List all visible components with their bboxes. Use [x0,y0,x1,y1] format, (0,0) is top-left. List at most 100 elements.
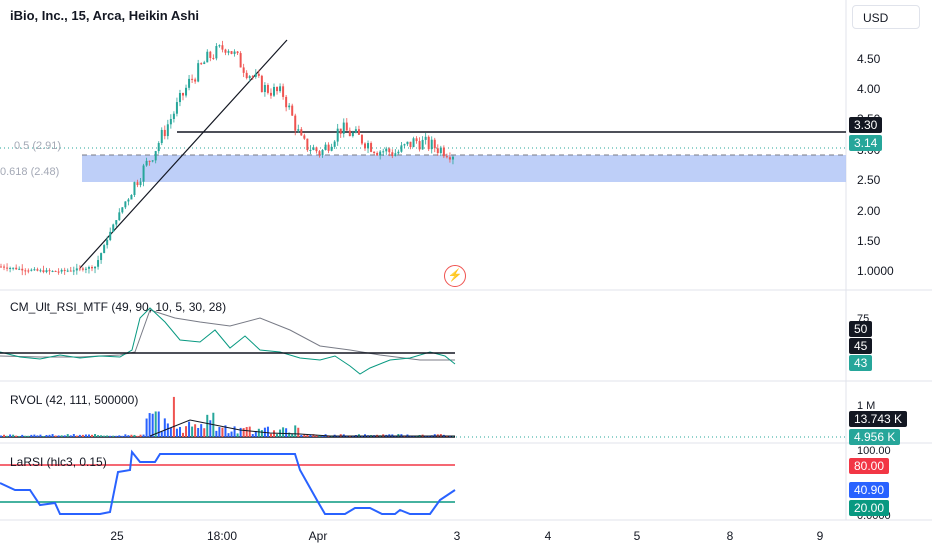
candle-body [391,152,394,156]
rvol-bar [12,434,15,437]
rvol-bar [236,433,239,437]
candle-body [172,113,175,119]
candle-body [160,129,163,144]
candle-body [15,267,18,270]
rvol-avg-line [149,419,455,437]
candle-body [266,85,269,93]
candle-body [124,201,127,208]
candle-body [54,270,57,272]
rvol-bar [230,431,233,437]
larsi-axis-label: 100.00 [857,445,891,457]
candle-body [251,76,254,78]
candle-body [30,269,33,271]
candle-body [379,151,382,156]
lightning-icon[interactable]: ⚡ [444,265,466,287]
candle-body [357,129,360,135]
price-axis-label: 1.50 [857,234,881,248]
price-tag-last: 3.14 [849,135,883,151]
rvol-bar [48,434,51,437]
candle-body [218,45,221,47]
candle-body [142,165,145,182]
rvol-tag-value: 13.743 K [849,411,908,427]
rvol-tag-threshold: 4.956 K [849,429,901,445]
candle-body [406,141,409,145]
candle-body [294,115,297,131]
candle-body [300,129,303,136]
candle-body [388,148,391,153]
rvol-bar [282,427,285,437]
larsi-line [0,449,456,515]
candle-body [169,118,172,125]
rsi-tag-50: 50 [849,321,873,337]
rvol-bar [130,434,133,437]
rvol-bar [318,435,321,437]
rvol-bar [36,435,39,437]
larsi-pane-label[interactable]: LaRSI (hlc3, 0.15) [10,455,107,469]
candle-body [288,105,291,108]
rvol-bar [112,435,115,437]
rsi-pane-label[interactable]: CM_Ult_RSI_MTF (49, 90, 10, 5, 30, 28) [10,300,227,314]
time-axis-label: 25 [110,529,124,543]
rvol-bar [136,435,139,437]
time-axis-label: 18:00 [206,529,238,543]
candle-body [445,156,448,158]
candle-body [94,266,97,269]
candle-body [3,266,6,268]
rvol-bar [54,435,57,437]
fib-label-0618: 0.618 (2.48) [0,166,60,178]
time-axis-label: 3 [453,529,461,543]
candle-body [115,220,118,225]
rvol-bar [172,396,175,437]
rvol-bar [84,434,87,437]
candle-body [145,160,148,166]
rvol-bar [9,434,12,437]
rvol-bar [21,434,24,437]
candle-body [42,270,45,273]
candle-body [382,151,385,153]
candle-body [321,150,324,156]
rvol-bar [118,435,121,437]
rvol-bar [273,430,275,437]
candle-body [72,270,75,272]
rvol-bar [245,427,248,437]
price-axis-label: 4.50 [857,52,881,66]
rvol-bar [160,431,163,437]
candle-body [60,269,63,272]
rvol-bar [239,427,242,437]
candle-body [315,147,318,152]
rvol-bar [288,432,291,437]
rvol-bar [124,434,127,437]
rvol-bar [91,434,93,437]
candle-body [45,270,48,273]
candle-body [403,144,406,146]
rvol-bar [251,434,254,437]
rvol-bar [87,434,90,437]
candle-body [127,199,130,202]
rsi-tag-43: 43 [849,355,873,371]
candle-body [109,231,112,240]
candle-body [424,136,427,140]
candle-body [206,51,209,63]
rvol-bar [257,428,260,437]
candle-body [312,147,315,150]
candle-body [448,157,451,160]
rvol-bar [18,435,21,437]
candle-body [118,212,121,221]
candle-body [148,160,151,162]
currency-button[interactable]: USD [852,5,920,29]
rvol-bar [218,427,221,437]
candle-body [260,75,263,93]
candle-body [242,67,245,73]
candle-body [412,138,415,148]
candle-body [221,45,224,50]
candle-body [133,182,136,195]
rvol-bar [303,434,306,437]
candle-body [269,92,272,96]
rvol-bar [327,435,330,437]
rvol-bar [182,432,184,437]
candle-body [188,78,191,88]
rvol-pane-label[interactable]: RVOL (42, 111, 500000) [10,393,139,407]
candle-body [200,63,203,65]
rvol-bar [133,434,136,437]
